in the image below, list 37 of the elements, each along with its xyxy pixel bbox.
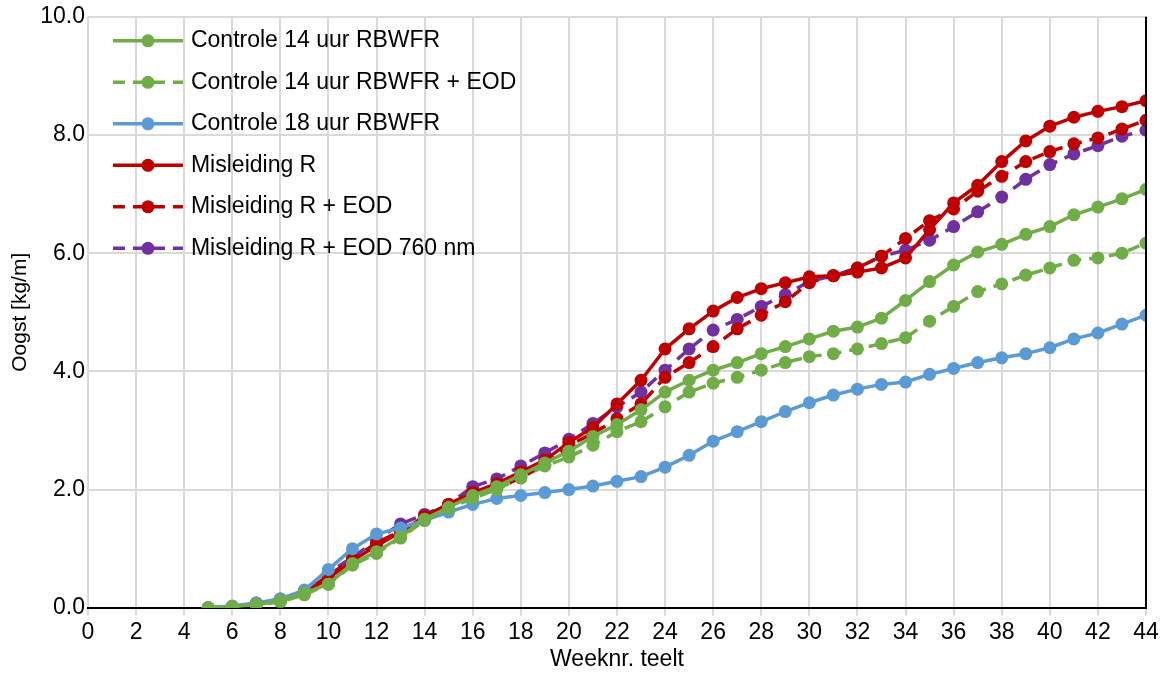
x-tick-label: 42 — [1085, 617, 1111, 644]
x-tick-label: 14 — [411, 617, 438, 644]
x-tick-label: 18 — [508, 617, 534, 644]
y-tick-label: 2.0 — [52, 474, 85, 501]
x-tick-label: 34 — [892, 617, 919, 644]
y-tick-label: 10.0 — [40, 2, 85, 29]
x-tick-label: 12 — [363, 617, 390, 644]
x-tick-label: 6 — [225, 617, 239, 644]
x-tick-label: 20 — [556, 617, 582, 644]
x-tick-label: 32 — [844, 617, 871, 644]
legend-label: Controle 14 uur RBWFR — [190, 26, 441, 53]
x-tick-label: 40 — [1037, 617, 1063, 644]
legend-label: Misleiding R — [190, 150, 317, 177]
x-tick-label: 26 — [700, 617, 726, 644]
x-tick-label: 4 — [177, 617, 191, 644]
x-tick-label: 2 — [129, 617, 143, 644]
x-tick-label: 30 — [796, 617, 823, 644]
x-tick-label: 28 — [748, 617, 775, 644]
x-tick-label: 36 — [940, 617, 967, 644]
y-axis-title: Oogst [kg/m] — [7, 252, 31, 372]
x-tick-label: 22 — [604, 617, 630, 644]
x-tick-label: 10 — [315, 617, 342, 644]
y-tick-label: 8.0 — [52, 120, 85, 147]
legend-label: Misleiding R + EOD — [190, 192, 393, 219]
legend-label: Controle 18 uur RBWFR — [190, 109, 441, 136]
x-axis-title: Weeknr. teelt — [550, 644, 685, 671]
y-tick-label: 0.0 — [52, 593, 85, 620]
y-tick-label: 6.0 — [52, 238, 85, 265]
x-tick-label: 8 — [273, 617, 287, 644]
legend-label: Misleiding R + EOD 760 nm — [190, 233, 476, 260]
x-tick-label: 24 — [652, 617, 679, 644]
legend-label: Controle 14 uur RBWFR + EOD — [190, 67, 517, 94]
x-tick-label: 16 — [459, 617, 486, 644]
y-tick-label: 4.0 — [52, 356, 85, 383]
x-tick-label: 44 — [1133, 617, 1159, 644]
x-tick-label: 38 — [988, 617, 1015, 644]
x-tick-label: 0 — [81, 617, 95, 644]
